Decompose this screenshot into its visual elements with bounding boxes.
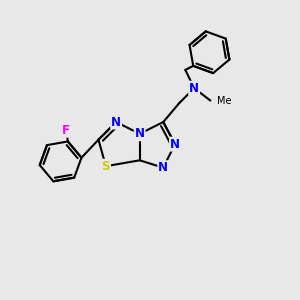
Text: N: N <box>158 161 168 174</box>
Text: Me: Me <box>217 95 231 106</box>
Text: N: N <box>170 138 180 151</box>
Text: N: N <box>135 127 145 140</box>
Text: F: F <box>62 124 70 137</box>
Text: N: N <box>189 82 199 95</box>
Text: N: N <box>111 116 121 128</box>
Text: S: S <box>102 160 110 173</box>
